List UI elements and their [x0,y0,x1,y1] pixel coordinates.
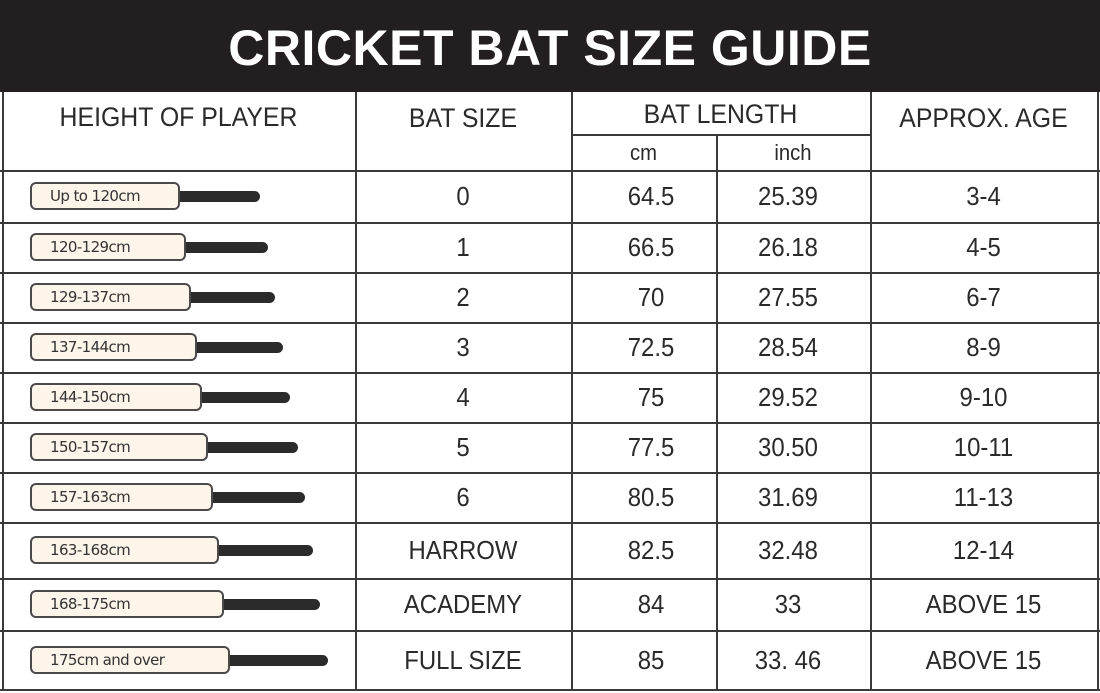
length-cm: 85 [637,644,665,675]
approx-age: ABOVE 15 [925,588,1042,619]
bat-size: FULL SIZE [404,644,522,675]
bat-illustration: Up to 120cm [30,170,260,222]
approx-age: 6-7 [966,281,1001,312]
length-inch: 32.48 [758,534,818,565]
length-cm: 84 [637,588,665,619]
bat-handle [229,654,328,666]
row-divider [0,222,1100,224]
approx-age: 3-4 [966,180,1001,211]
bat-size-table: HEIGHT OF PLAYER BAT SIZE BAT LENGTH cm inch… [0,92,1100,693]
bat-size: 4 [456,381,470,412]
height-range: 120-129cm [30,233,186,261]
length-inch: 27.55 [758,281,818,312]
bat-handle [224,598,320,610]
approx-age: 4-5 [966,231,1001,262]
header-age: APPROX. AGE [899,102,1068,133]
length-inch: 33. 46 [754,644,822,675]
bat-size: 6 [456,481,470,512]
approx-age: 12-14 [952,534,1015,565]
bat-size: 5 [456,431,470,462]
row-divider [0,422,1100,424]
header-cm: cm [630,140,657,165]
length-inch: 29.52 [758,381,818,412]
height-range: 129-137cm [30,283,191,311]
bat-size: ACADEMY [403,588,523,619]
length-cm: 70 [637,281,665,312]
page-title: CRICKET BAT SIZE GUIDE [0,0,1100,92]
approx-age: 11-13 [953,481,1014,512]
height-range: 150-157cm [30,433,208,461]
length-inch: 33 [774,588,802,619]
bat-handle [207,441,298,453]
length-cm: 80.5 [627,481,675,512]
header-bat-length: BAT LENGTH [643,98,798,129]
length-cm: 66.5 [627,231,675,262]
height-range: Up to 120cm [30,182,180,210]
height-range: 137-144cm [30,333,197,361]
length-inch: 28.54 [758,331,818,362]
row-divider [0,578,1100,580]
column-divider [571,92,573,691]
bat-illustration: 168-175cm [30,578,320,630]
bat-illustration: 163-168cm [30,522,313,578]
header-bat-size: BAT SIZE [408,102,518,133]
height-range: 157-163cm [30,483,213,511]
row-divider [0,630,1100,632]
bat-handle [191,291,275,303]
length-inch: 25.39 [758,180,818,211]
column-divider [355,92,357,691]
bat-handle [185,241,268,253]
bat-handle [218,544,313,556]
height-range: 175cm and over [30,646,230,674]
length-inch: 30.50 [758,431,818,462]
approx-age: 8-9 [966,331,1001,362]
bat-illustration: 120-129cm [30,222,268,272]
header-inch: inch [774,140,812,165]
row-divider [0,372,1100,374]
length-cm: 72.5 [627,331,675,362]
column-divider [2,92,4,691]
bat-handle [213,491,305,503]
height-range: 168-175cm [30,590,224,618]
approx-age: ABOVE 15 [925,644,1042,675]
length-cm: 75 [637,381,665,412]
bat-illustration: 144-150cm [30,372,290,422]
bat-illustration: 150-157cm [30,422,298,472]
header-divider [571,134,871,136]
approx-age: 9-10 [959,381,1008,412]
bat-handle [202,391,290,403]
bat-illustration: 137-144cm [30,322,283,372]
header-height: HEIGHT OF PLAYER [59,101,298,132]
height-range: 144-150cm [30,383,202,411]
bat-size: 2 [456,281,470,312]
row-divider [0,272,1100,274]
bat-size: 0 [456,180,470,211]
column-divider [870,92,872,691]
length-inch: 31.69 [758,481,818,512]
row-divider [0,472,1100,474]
row-divider [0,689,1100,691]
bat-illustration: 129-137cm [30,272,275,322]
length-inch: 26.18 [758,231,818,262]
length-cm: 82.5 [627,534,675,565]
height-range: 163-168cm [30,536,219,564]
length-cm: 77.5 [627,431,675,462]
bat-illustration: 175cm and over [30,630,328,690]
length-cm: 64.5 [627,180,675,211]
approx-age: 10-11 [953,431,1014,462]
bat-size: 1 [456,231,470,262]
row-divider [0,522,1100,524]
column-divider [716,136,718,691]
column-divider [1097,92,1099,691]
bat-handle [180,190,260,202]
bat-handle [196,341,283,353]
bat-illustration: 157-163cm [30,472,305,522]
row-divider [0,170,1100,172]
bat-size: 3 [456,331,470,362]
bat-size: HARROW [408,534,518,565]
row-divider [0,322,1100,324]
